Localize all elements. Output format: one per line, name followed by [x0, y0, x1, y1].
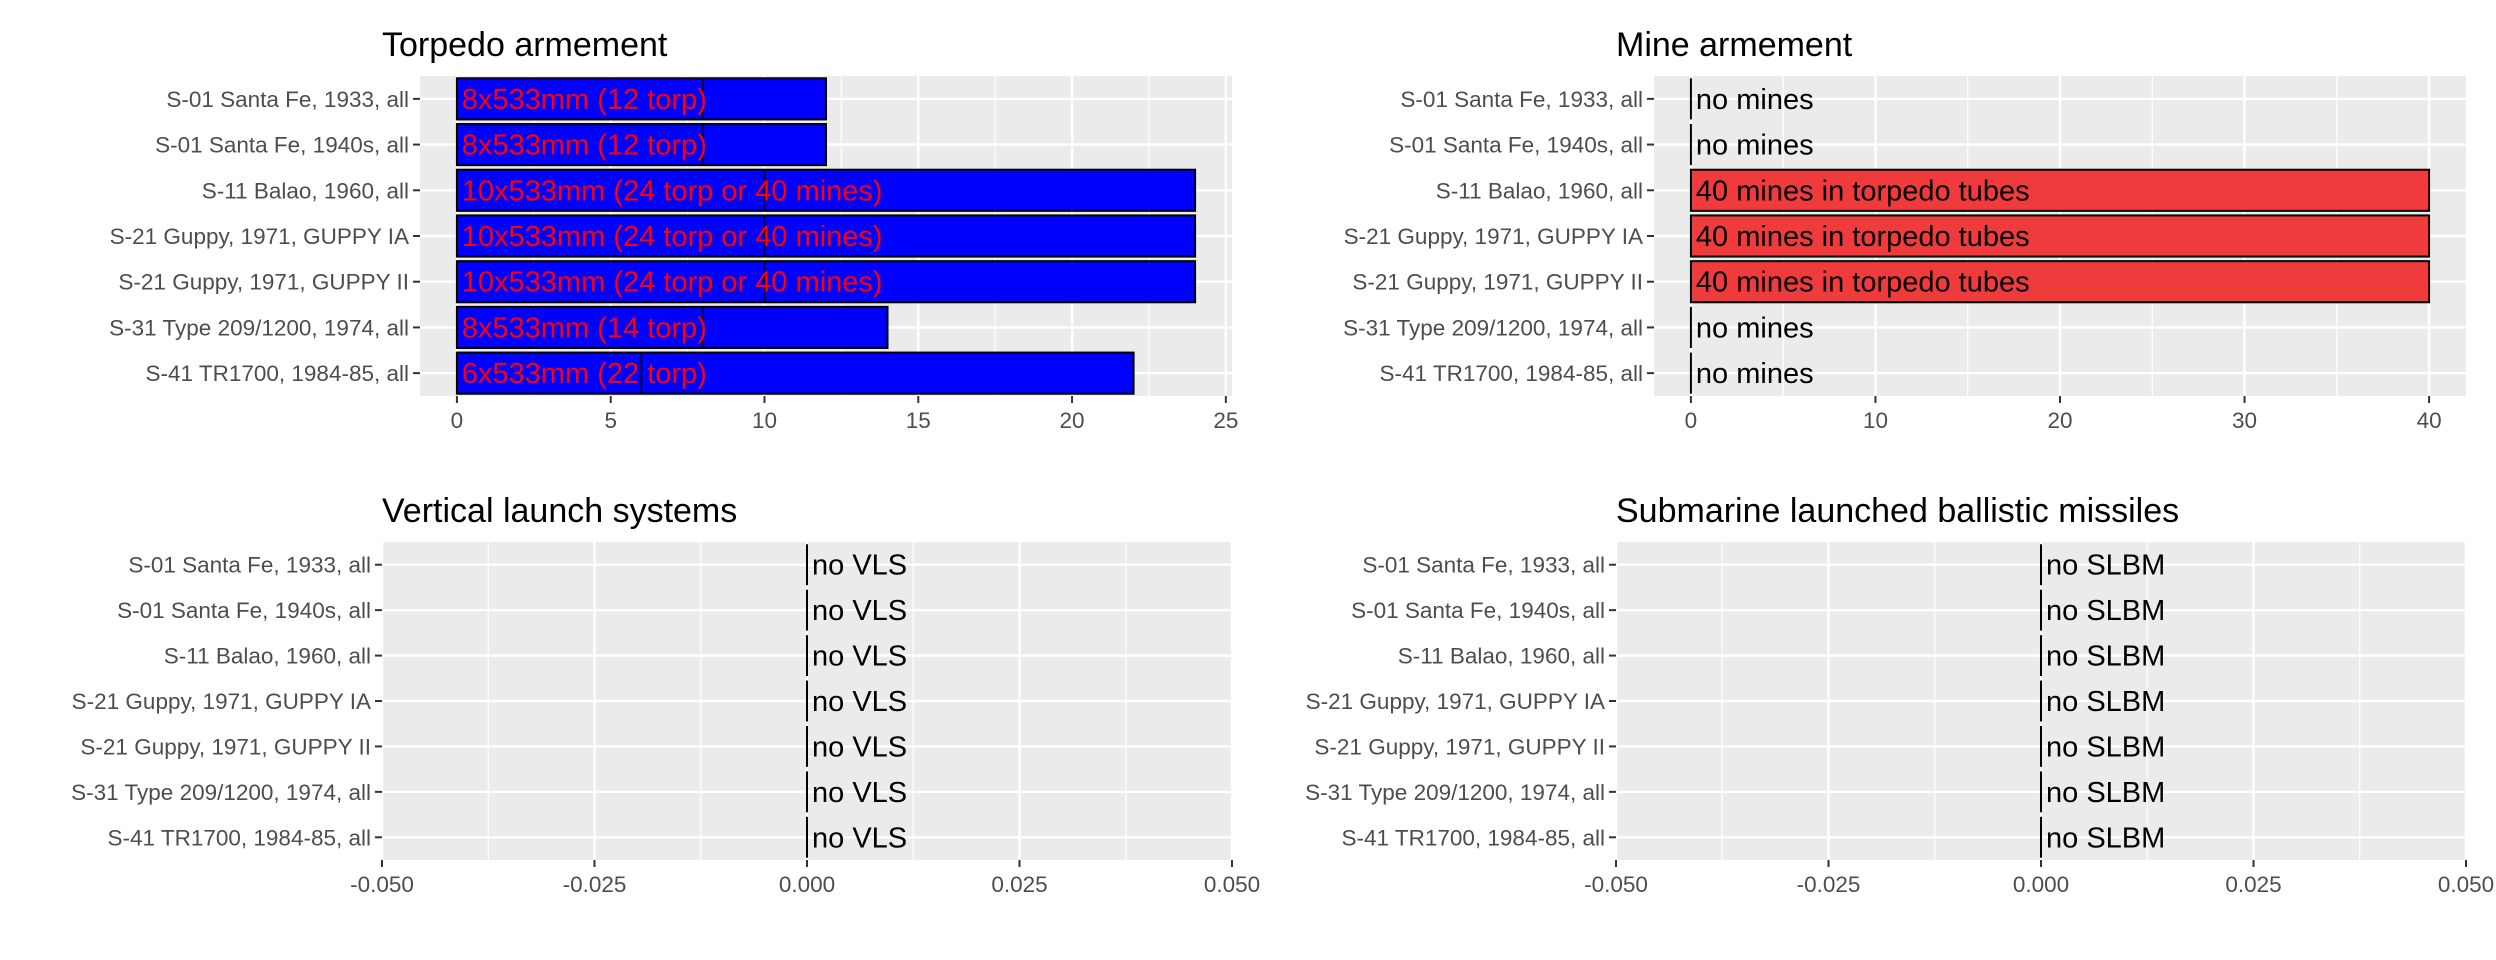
bar-label: no mines	[1696, 130, 1814, 162]
bar-label: no SLBM	[2046, 777, 2165, 809]
bar-label: no mines	[1696, 84, 1814, 116]
bar-label: no SLBM	[2046, 550, 2165, 582]
x-tick-label: 10	[1863, 408, 1888, 433]
category-label: S-41 TR1700, 1984-85, all	[145, 361, 409, 386]
category-label: S-31 Type 209/1200, 1974, all	[71, 780, 371, 805]
x-tick-label: 0.000	[779, 872, 835, 897]
panel-vertical-launch-systems: Vertical launch systems no VLS no VLS no V…	[71, 492, 1260, 897]
x-tick-label: 20	[1060, 408, 1085, 433]
panel-torpedo-armament: Torpedo armement 8x533mm (12 torp) 8x533m…	[109, 26, 1238, 433]
category-label: S-31 Type 209/1200, 1974, all	[1343, 315, 1643, 340]
bar-label: 10x533mm (24 torp or 40 mines)	[462, 267, 883, 299]
category-label: S-01 Santa Fe, 1940s, all	[1351, 598, 1605, 623]
panel-mine-armament: Mine armement no mines no mines 40 mines i…	[1343, 26, 2466, 433]
bar-label: 6x533mm (22 torp)	[462, 358, 707, 390]
bar	[455, 123, 827, 167]
category-label: S-11 Balao, 1960, all	[202, 178, 409, 203]
panel-title: Torpedo armement	[382, 26, 668, 64]
panel-submarine-launched-ballistic-missiles: Submarine launched ballistic missiles no…	[1305, 492, 2494, 897]
category-label: S-21 Guppy, 1971, GUPPY II	[80, 734, 371, 759]
category-label: S-21 Guppy, 1971, GUPPY II	[1314, 734, 1605, 759]
bar	[455, 168, 1197, 212]
bar-label: no VLS	[812, 686, 907, 718]
bar-label: no VLS	[812, 641, 907, 673]
category-label: S-01 Santa Fe, 1933, all	[128, 553, 371, 578]
x-tick-label: 0.000	[2013, 872, 2069, 897]
bar-label: no SLBM	[2046, 641, 2165, 673]
bar-label: no VLS	[812, 731, 907, 763]
x-tick-label: 5	[604, 408, 617, 433]
x-tick-label: 15	[906, 408, 931, 433]
category-label: S-01 Santa Fe, 1940s, all	[1389, 133, 1643, 158]
x-tick-label: -0.050	[350, 872, 414, 897]
bar	[455, 305, 889, 350]
bar	[455, 260, 1197, 304]
category-label: S-21 Guppy, 1971, GUPPY IA	[1306, 689, 1605, 714]
x-tick-label: 0.025	[991, 872, 1047, 897]
bar-label: 8x533mm (12 torp)	[462, 130, 707, 162]
x-tick-label: -0.025	[563, 872, 627, 897]
x-tick-label: 0.050	[1204, 872, 1260, 897]
category-label: S-01 Santa Fe, 1940s, all	[117, 598, 371, 623]
bar-label: no VLS	[812, 822, 907, 854]
category-label: S-01 Santa Fe, 1933, all	[166, 87, 409, 112]
category-label: S-01 Santa Fe, 1933, all	[1400, 87, 1643, 112]
bar-label: no VLS	[812, 550, 907, 582]
category-label: S-41 TR1700, 1984-85, all	[1341, 825, 1605, 850]
bar-label: no VLS	[812, 595, 907, 627]
bar-label: no mines	[1696, 358, 1814, 390]
bar	[455, 77, 827, 121]
category-label: S-21 Guppy, 1971, GUPPY II	[1352, 270, 1643, 295]
category-label: S-31 Type 209/1200, 1974, all	[109, 315, 409, 340]
x-tick-label: -0.025	[1797, 872, 1861, 897]
x-tick-label: 0	[451, 408, 464, 433]
bar-label: no SLBM	[2046, 731, 2165, 763]
bar	[455, 351, 1135, 395]
category-label: S-21 Guppy, 1971, GUPPY IA	[110, 224, 409, 249]
bar-label: no SLBM	[2046, 686, 2165, 718]
bar-label: 40 mines in torpedo tubes	[1696, 221, 2030, 253]
category-label: S-01 Santa Fe, 1940s, all	[155, 133, 409, 158]
bar	[1689, 214, 2431, 258]
bar-label: no mines	[1696, 312, 1814, 344]
bar-label: 10x533mm (24 torp or 40 mines)	[462, 221, 883, 253]
bar-label: no SLBM	[2046, 595, 2165, 627]
x-tick-label: 25	[1213, 408, 1238, 433]
bar-label: 40 mines in torpedo tubes	[1696, 175, 2030, 207]
category-label: S-11 Balao, 1960, all	[164, 644, 371, 669]
category-label: S-11 Balao, 1960, all	[1398, 644, 1605, 669]
category-label: S-31 Type 209/1200, 1974, all	[1305, 780, 1605, 805]
category-label: S-21 Guppy, 1971, GUPPY IA	[72, 689, 371, 714]
x-tick-label: 30	[2232, 408, 2257, 433]
bar	[1689, 168, 2431, 212]
x-tick-label: -0.050	[1584, 872, 1648, 897]
x-tick-label: 20	[2047, 408, 2072, 433]
x-tick-label: 0.025	[2225, 872, 2281, 897]
x-tick-label: 10	[752, 408, 777, 433]
x-tick-label: 0	[1685, 408, 1698, 433]
category-label: S-11 Balao, 1960, all	[1436, 178, 1643, 203]
category-label: S-21 Guppy, 1971, GUPPY IA	[1344, 224, 1643, 249]
panel-title: Submarine launched ballistic missiles	[1616, 492, 2179, 530]
bar	[1689, 260, 2431, 304]
category-label: S-41 TR1700, 1984-85, all	[1379, 361, 1643, 386]
x-tick-label: 40	[2417, 408, 2442, 433]
bar-label: 10x533mm (24 torp or 40 mines)	[462, 175, 883, 207]
bar-label: 8x533mm (12 torp)	[462, 84, 707, 116]
bar-label: 8x533mm (14 torp)	[462, 312, 707, 344]
category-label: S-41 TR1700, 1984-85, all	[107, 825, 371, 850]
bar-label: no SLBM	[2046, 822, 2165, 854]
bar-label: no VLS	[812, 777, 907, 809]
panel-title: Mine armement	[1616, 26, 1853, 64]
bar-label: 40 mines in torpedo tubes	[1696, 267, 2030, 299]
x-tick-label: 0.050	[2438, 872, 2494, 897]
category-label: S-21 Guppy, 1971, GUPPY II	[118, 270, 409, 295]
category-label: S-01 Santa Fe, 1933, all	[1362, 553, 1605, 578]
bar	[455, 214, 1197, 258]
panel-title: Vertical launch systems	[382, 492, 737, 530]
